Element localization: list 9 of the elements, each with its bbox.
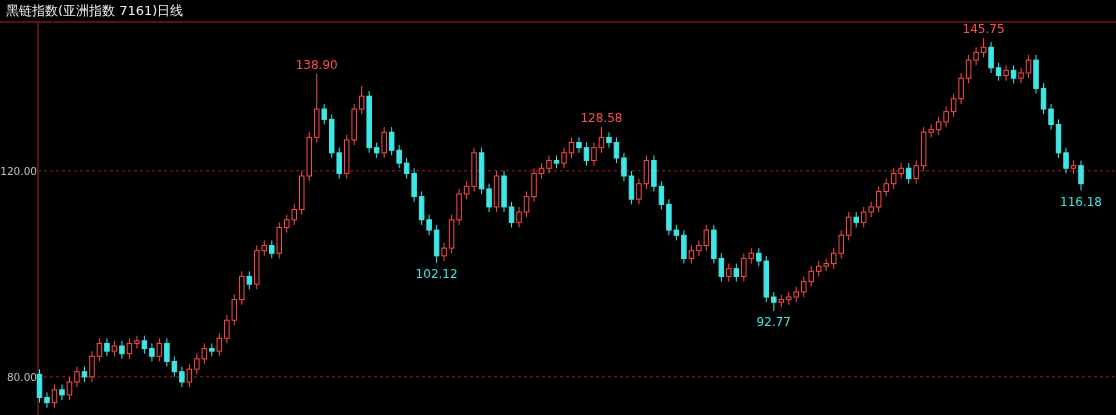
y-tick-label: 120.00 [0,164,37,177]
annotation: 92.77 [756,315,791,330]
y-tick-label: 80.00 [6,370,37,383]
annotation: 138.90 [295,57,338,72]
annotation: 116.18 [1060,194,1102,209]
annotation: 128.58 [580,110,623,125]
annotation: 102.12 [415,266,458,281]
annotation: 145.75 [962,22,1005,37]
chart-title: 黑链指数(亚洲指数 7161)日线 [6,3,184,18]
